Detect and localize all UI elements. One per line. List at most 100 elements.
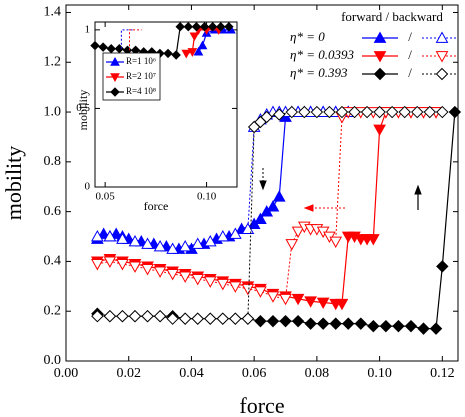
plot-frame	[94, 21, 238, 188]
marker	[435, 51, 449, 63]
marker	[216, 312, 230, 325]
marker	[435, 67, 449, 81]
marker	[109, 227, 123, 239]
marker	[191, 312, 204, 325]
marker	[354, 317, 367, 330]
y-tick-label: 0.4	[44, 254, 62, 269]
marker	[116, 232, 129, 244]
marker	[153, 239, 167, 252]
marker	[229, 312, 242, 325]
marker	[178, 271, 192, 283]
marker	[342, 317, 355, 330]
marker	[304, 317, 317, 330]
marker	[373, 105, 386, 119]
marker	[273, 108, 286, 121]
y-axis-label: mobility	[1, 146, 26, 221]
marker	[91, 309, 104, 323]
marker	[171, 50, 181, 60]
marker	[429, 322, 443, 335]
marker	[385, 105, 399, 119]
marker	[241, 312, 255, 325]
legend: R=1 10⁶ R=2 10⁷ R=4 10⁸	[102, 52, 161, 101]
legend-label: R=4 10⁸	[126, 86, 156, 96]
marker	[128, 309, 142, 323]
marker	[411, 105, 424, 119]
y-tick-label: 0.0	[44, 353, 62, 368]
marker	[373, 124, 386, 137]
marker	[398, 105, 411, 119]
marker	[417, 322, 430, 335]
x-tick-label: 0.10	[197, 190, 217, 202]
marker	[304, 296, 317, 308]
marker	[175, 22, 185, 32]
y-tick-label: 1	[85, 23, 91, 35]
marker	[436, 105, 449, 119]
marker	[116, 259, 129, 271]
marker	[91, 229, 104, 242]
y-axis-label: mobility	[76, 90, 90, 131]
marker	[335, 105, 349, 119]
legend-header: forward / backward	[341, 9, 443, 24]
marker	[128, 261, 142, 273]
marker	[183, 22, 194, 32]
arrow-head	[414, 184, 422, 195]
y-tick-label: 0.8	[44, 154, 62, 169]
marker	[166, 312, 179, 325]
legend: forward / backward η* = 0 / η* = 0.0393 / η* …	[290, 9, 458, 81]
marker	[91, 259, 104, 271]
marker	[216, 229, 230, 242]
marker	[203, 234, 217, 247]
marker	[191, 273, 205, 286]
annotation-arrows	[259, 168, 422, 212]
marker	[291, 314, 305, 328]
marker	[103, 256, 117, 268]
marker	[103, 229, 117, 242]
marker	[316, 317, 330, 330]
marker	[379, 319, 393, 333]
legend-label: η* = 0	[290, 29, 325, 44]
marker	[436, 260, 449, 273]
marker	[153, 266, 167, 278]
marker	[310, 105, 324, 119]
marker	[141, 237, 154, 249]
marker	[373, 51, 387, 63]
marker	[316, 297, 330, 310]
marker	[335, 298, 349, 311]
marker	[266, 200, 280, 212]
marker	[348, 105, 361, 119]
marker	[178, 239, 192, 252]
marker	[423, 105, 436, 119]
x-tick-label: 0.04	[179, 366, 204, 381]
marker	[191, 22, 202, 32]
marker	[285, 105, 298, 119]
marker	[207, 22, 218, 32]
marker	[366, 234, 380, 246]
marker	[279, 314, 292, 328]
marker	[392, 319, 405, 333]
marker	[272, 190, 286, 202]
marker	[199, 22, 210, 32]
y-tick-label: 0.6	[44, 204, 62, 219]
legend-separator: /	[408, 65, 412, 80]
marker	[197, 40, 208, 50]
x-tick-label: 0.12	[430, 366, 455, 381]
marker	[163, 48, 173, 59]
marker	[254, 314, 267, 328]
marker	[153, 309, 167, 323]
marker	[224, 22, 234, 32]
marker	[367, 319, 380, 333]
marker	[360, 105, 374, 119]
plot-panel: 0.05 0.10 0 0.5 1 force mobility R=1 10⁶ R=2 10⁷…	[76, 21, 238, 213]
marker	[103, 309, 117, 323]
y-tick-label: 0	[85, 181, 91, 193]
y-tick-label: 0.2	[44, 303, 62, 318]
marker	[110, 56, 120, 66]
marker	[116, 309, 129, 323]
marker	[329, 236, 343, 249]
marker	[228, 281, 242, 293]
marker	[266, 314, 280, 328]
plot-area	[95, 22, 237, 187]
marker	[373, 67, 387, 81]
legend-separator: /	[408, 29, 412, 44]
y-tick-label: 0.5	[76, 102, 90, 114]
